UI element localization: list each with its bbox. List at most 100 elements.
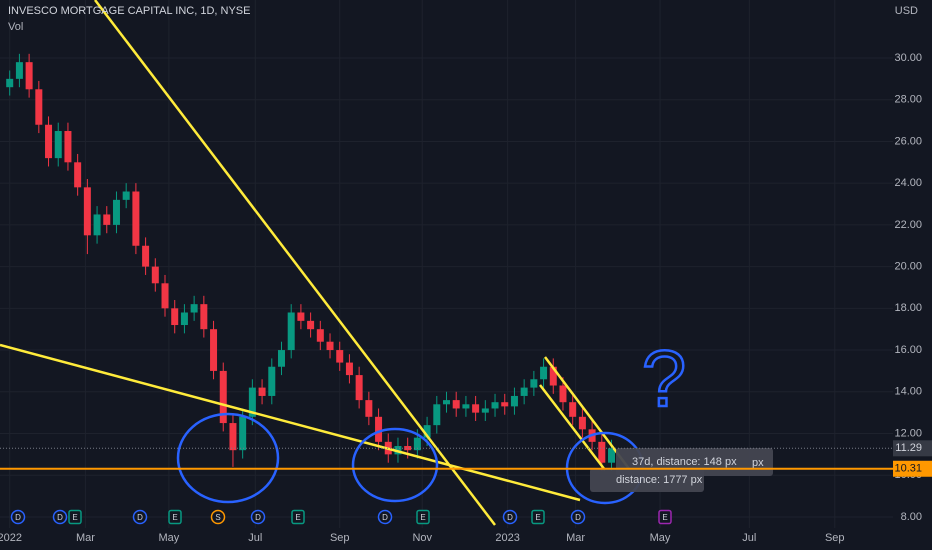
candle-body — [103, 214, 111, 225]
candle-body — [210, 329, 218, 371]
candle-body — [132, 191, 140, 246]
x-tick-label: 2023 — [495, 532, 519, 544]
x-tick-label: Sep — [825, 532, 845, 544]
candle-body — [345, 362, 353, 376]
y-tick-label: 22.00 — [894, 219, 922, 231]
event-label: E — [172, 513, 177, 522]
candle-body — [540, 366, 548, 380]
candle-body — [25, 62, 33, 90]
event-label: S — [215, 513, 220, 522]
dividend-marker — [132, 509, 148, 525]
candle-body — [64, 131, 72, 163]
y-tick-label: 8.00 — [901, 511, 922, 523]
split-marker — [210, 509, 226, 525]
candle-body — [219, 370, 227, 424]
currency-label: USD — [895, 5, 918, 17]
candle-body — [6, 78, 14, 88]
candle-body — [83, 187, 91, 236]
y-tick-label: 20.00 — [894, 261, 922, 273]
x-tick-label: Nov — [412, 532, 432, 544]
circle-drawing — [351, 427, 439, 503]
candle-body — [375, 416, 383, 442]
x-tick-label: Mar — [566, 532, 585, 544]
dividend-marker — [250, 509, 266, 525]
line-price-label: 10.31 — [894, 463, 922, 475]
drawings — [0, 0, 645, 526]
candle-body — [443, 400, 450, 405]
event-label: D — [575, 513, 581, 522]
candle-body — [180, 312, 188, 326]
earnings-marker — [658, 509, 672, 525]
trend-line — [539, 384, 606, 471]
trend-line — [94, 0, 496, 526]
event-label: D — [382, 513, 388, 522]
event-label: E — [295, 513, 300, 522]
y-tick-label: 26.00 — [894, 135, 922, 147]
x-tick-label: May — [650, 532, 671, 544]
candle-body — [297, 312, 305, 321]
candle-body — [151, 266, 159, 284]
y-tick-label: 12.00 — [894, 427, 922, 439]
candle-body — [54, 131, 62, 159]
candle-body — [598, 441, 606, 463]
tooltip-text: distance: 1777 px — [616, 474, 703, 486]
line-price-badge — [893, 460, 932, 477]
dividend-marker — [570, 509, 586, 525]
dividend-marker — [377, 509, 393, 525]
y-tick-label: 24.00 — [894, 177, 922, 189]
x-tick-label: Mar — [76, 532, 95, 544]
candles — [6, 53, 616, 472]
x-tick-label: 2022 — [0, 532, 22, 544]
candle-body — [15, 62, 23, 79]
x-tick-label: Jul — [742, 532, 756, 544]
y-tick-label: 30.00 — [894, 52, 922, 64]
event-label: D — [255, 513, 261, 522]
candle-body — [326, 341, 334, 351]
price-axis — [893, 0, 932, 550]
candle-body — [112, 199, 120, 225]
dividend-marker — [10, 509, 26, 525]
candle-body — [142, 245, 150, 267]
candle-body — [559, 385, 567, 403]
tooltip-box — [590, 468, 704, 492]
question-mark: ? — [642, 334, 687, 423]
trend-line — [544, 356, 631, 471]
candle-body — [35, 89, 43, 125]
candle-body — [569, 402, 577, 417]
candle-body — [171, 308, 179, 326]
event-label: D — [137, 513, 143, 522]
candle-body — [200, 304, 208, 330]
candle-body — [481, 408, 489, 413]
candle-body — [433, 404, 441, 426]
candle-body — [258, 387, 266, 396]
candle-body — [355, 375, 363, 401]
tooltip-text: px — [752, 457, 764, 469]
y-tick-label: 18.00 — [894, 302, 922, 314]
y-tick-label: 14.00 — [894, 386, 922, 398]
trend-line — [0, 343, 581, 502]
candle-body — [268, 366, 276, 396]
event-label: D — [57, 513, 63, 522]
y-tick-label: 28.00 — [894, 94, 922, 106]
last-price-badge — [893, 440, 932, 457]
candle-body — [248, 387, 256, 417]
candle-body — [491, 402, 499, 409]
x-tick-label: Jul — [248, 532, 262, 544]
candle-body — [413, 437, 421, 451]
tooltip-text: 37d, distance: 148 px — [632, 456, 737, 468]
x-tick-label: Sep — [330, 532, 350, 544]
event-label: D — [507, 513, 513, 522]
candle-body — [277, 350, 285, 367]
volume-label: Vol — [8, 21, 23, 33]
candle-body — [336, 350, 344, 363]
candle-body — [423, 425, 431, 438]
circle-drawing — [176, 412, 280, 504]
dividend-marker — [502, 509, 518, 525]
candle-body — [45, 124, 53, 159]
candle-body — [520, 387, 528, 396]
candle-body — [452, 400, 460, 409]
chart-title: INVESCO MORTGAGE CAPITAL INC, 1D, NYSE — [8, 5, 250, 17]
candle-body — [161, 283, 169, 309]
